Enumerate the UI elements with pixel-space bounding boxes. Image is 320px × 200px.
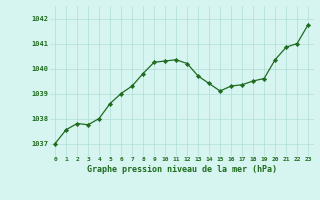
X-axis label: Graphe pression niveau de la mer (hPa): Graphe pression niveau de la mer (hPa)	[87, 165, 276, 174]
